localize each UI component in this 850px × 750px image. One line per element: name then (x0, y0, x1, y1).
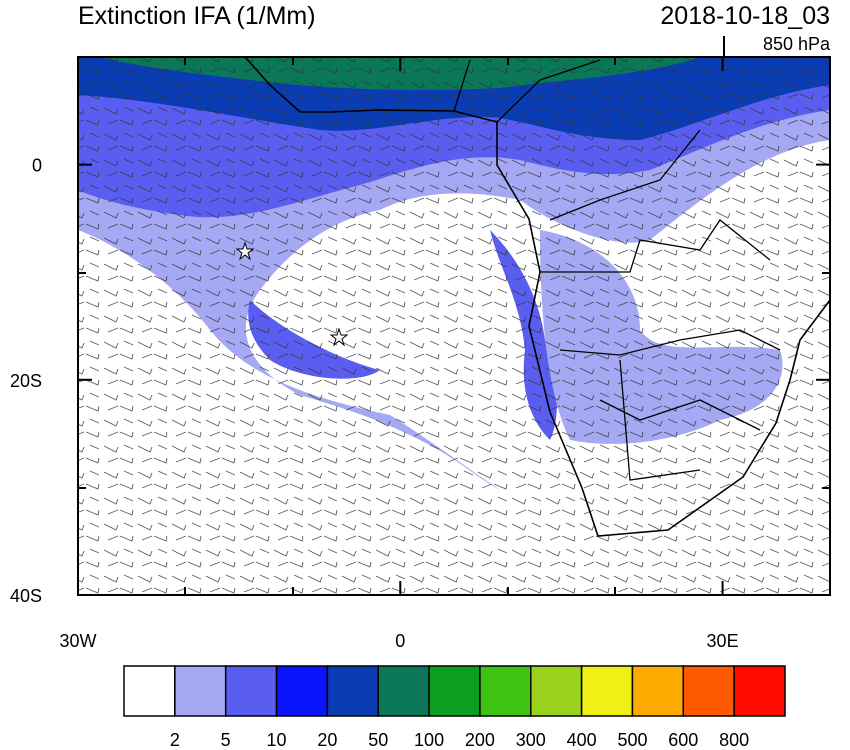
colorbar-label: 20 (317, 730, 337, 750)
colorbar-box (580, 665, 634, 717)
y-tick-label: 40S (10, 586, 42, 606)
colorbar-label: 5 (221, 730, 231, 750)
map-frame (77, 56, 831, 596)
colorbar-label: 400 (567, 730, 597, 750)
colorbar-label: 600 (668, 730, 698, 750)
level: 850 hPa (763, 34, 831, 54)
colorbar-box (631, 665, 685, 717)
x-tick-label: 30E (707, 631, 739, 651)
star (329, 327, 349, 347)
colorbar-label: 2 (170, 730, 180, 750)
colorbar-label: 200 (465, 730, 495, 750)
colorbar-box (733, 665, 786, 717)
x-tick-label: 0 (395, 631, 405, 651)
colorbar-label: 100 (414, 730, 444, 750)
borders (453, 59, 781, 481)
colorbar-box (682, 665, 735, 717)
colorbar-box (275, 665, 329, 717)
star (235, 241, 255, 261)
colorbar-box (479, 665, 532, 717)
colorbar-label: 300 (516, 730, 546, 750)
title: Extinction IFA (1/Mm) (78, 2, 316, 30)
colorbar-box (174, 665, 227, 717)
colorbar-label: 50 (368, 730, 388, 750)
x-tick-label: 30W (59, 631, 96, 651)
timestamp: 2018-10-18_03 (660, 2, 830, 30)
map-field (78, 57, 830, 595)
colorbar-box (224, 665, 278, 717)
colorbar-box (530, 665, 583, 717)
y-tick-label: 0 (32, 156, 42, 176)
colorbar-box (377, 665, 430, 717)
colorbar-box (326, 665, 379, 717)
colorbar-box (123, 665, 176, 717)
minor-ticks (78, 57, 830, 595)
y-tick-label: 20S (10, 371, 42, 391)
colorbar-label: 10 (267, 730, 287, 750)
coastline (244, 57, 830, 537)
colorbar-label: 800 (719, 730, 749, 750)
colorbar-box (428, 665, 481, 717)
colorbar-label: 500 (617, 730, 647, 750)
